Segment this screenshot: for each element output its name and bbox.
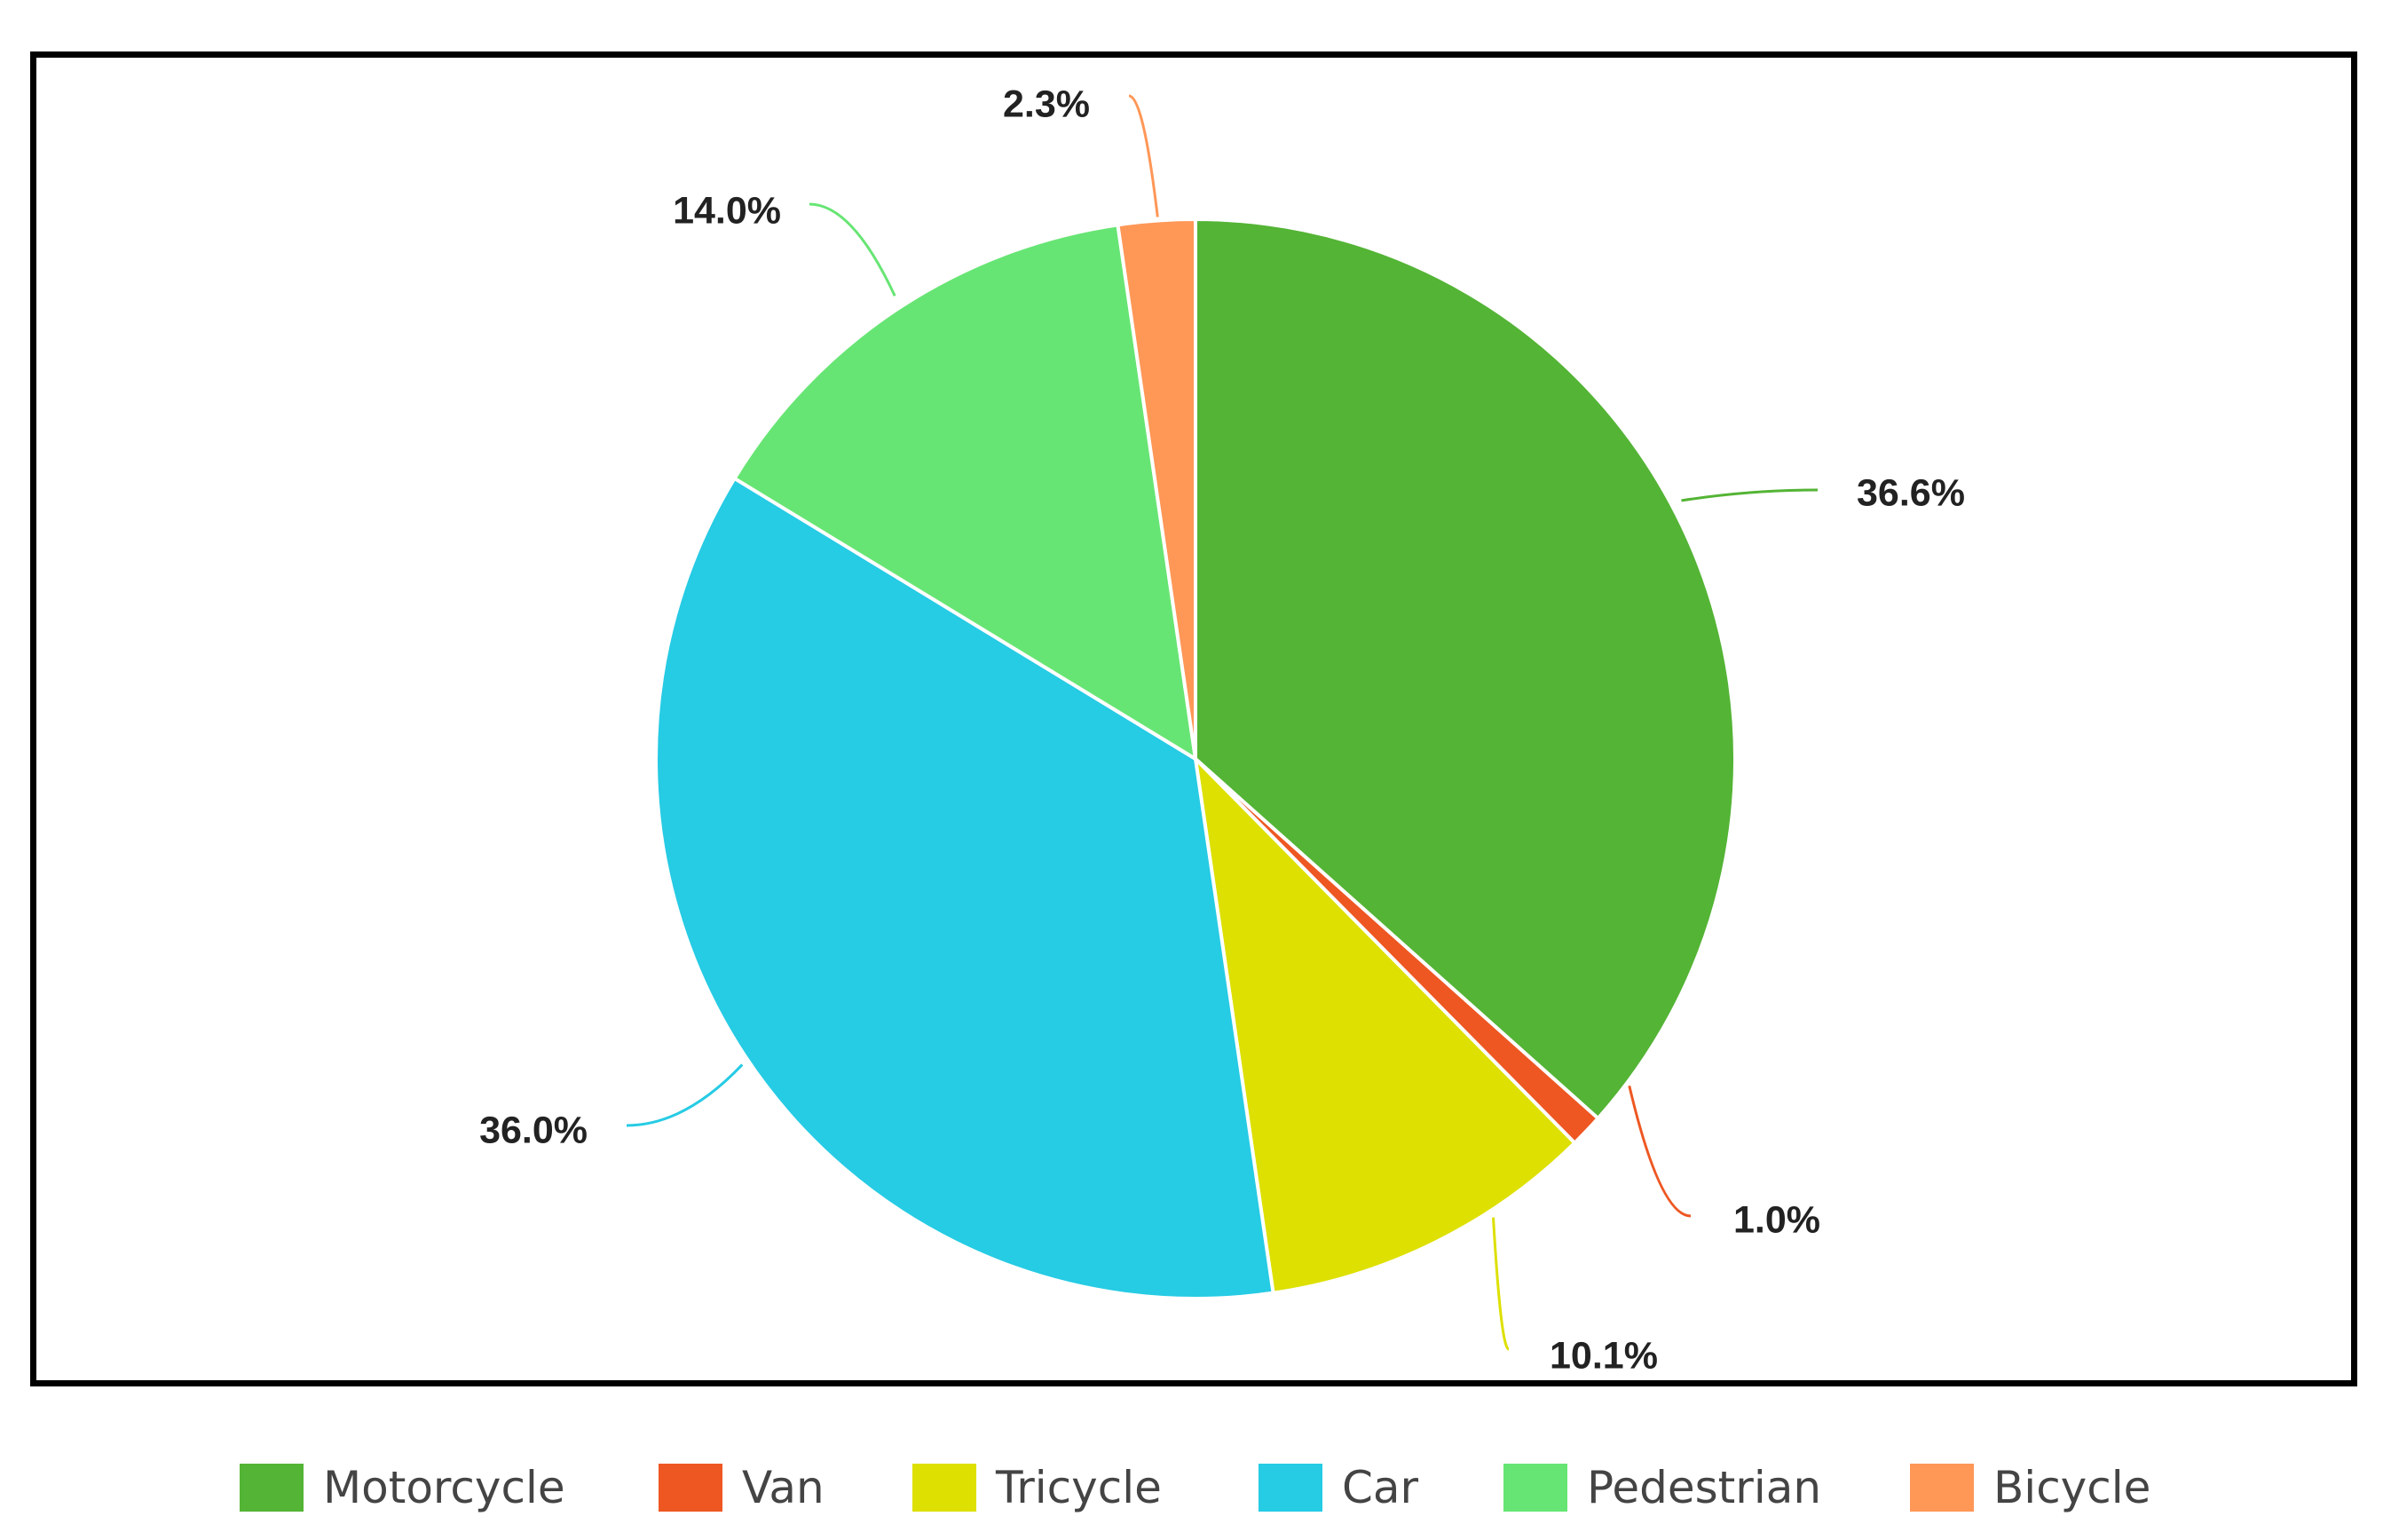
legend-item-motorcycle: Motorcycle bbox=[240, 1452, 565, 1523]
leader-line-motorcycle bbox=[1681, 488, 1819, 502]
pie-slice-pedestrian bbox=[732, 223, 1197, 761]
legend-item-bicycle: Bicycle bbox=[1910, 1452, 2150, 1523]
leader-line-bicycle bbox=[1128, 94, 1159, 217]
leader-line-tricycle bbox=[1492, 1217, 1510, 1351]
percent-label-car: 36.0% bbox=[479, 1109, 588, 1151]
percent-label-pedestrian: 14.0% bbox=[673, 189, 781, 232]
percent-label-tricycle: 10.1% bbox=[1550, 1334, 1658, 1377]
percent-labels: 36.6% 1.0% 10.1% 36.0% 14.0% 2.3% bbox=[479, 83, 1965, 1377]
legend-item-van: Van bbox=[659, 1452, 825, 1523]
legend-swatch bbox=[1910, 1464, 1974, 1512]
legend-item-pedestrian: Pedestrian bbox=[1503, 1452, 1821, 1523]
leader-line-van bbox=[1628, 1085, 1692, 1218]
pie-slices bbox=[654, 217, 1737, 1300]
legend-label: Bicycle bbox=[1993, 1462, 2151, 1513]
legend-label: Van bbox=[742, 1462, 825, 1513]
percent-label-bicycle: 2.3% bbox=[1003, 83, 1090, 125]
legend-item-car: Car bbox=[1259, 1452, 1418, 1523]
legend-swatch bbox=[1259, 1464, 1322, 1512]
legend: Motorcycle Van Tricycle Car Pedestrian Bicycl… bbox=[0, 1452, 2391, 1523]
legend-swatch bbox=[1503, 1464, 1567, 1512]
leader-lines bbox=[626, 94, 1819, 1351]
pie-slice-bicycle bbox=[1116, 217, 1197, 761]
leader-line-car bbox=[626, 1063, 744, 1127]
pie-slice-tricycle bbox=[1194, 757, 1577, 1295]
legend-label: Tricycle bbox=[996, 1462, 1162, 1513]
legend-label: Car bbox=[1342, 1462, 1419, 1513]
percent-label-motorcycle: 36.6% bbox=[1857, 471, 1965, 514]
legend-swatch bbox=[240, 1464, 304, 1512]
legend-item-tricycle: Tricycle bbox=[912, 1452, 1162, 1523]
pie-slice-motorcycle bbox=[1194, 217, 1737, 1120]
legend-swatch bbox=[912, 1464, 976, 1512]
pie-slice-car bbox=[654, 476, 1275, 1300]
legend-label: Motorcycle bbox=[323, 1462, 565, 1513]
leader-line-pedestrian bbox=[809, 202, 896, 296]
legend-swatch bbox=[659, 1464, 722, 1512]
legend-label: Pedestrian bbox=[1587, 1462, 1822, 1513]
percent-label-van: 1.0% bbox=[1733, 1198, 1820, 1241]
